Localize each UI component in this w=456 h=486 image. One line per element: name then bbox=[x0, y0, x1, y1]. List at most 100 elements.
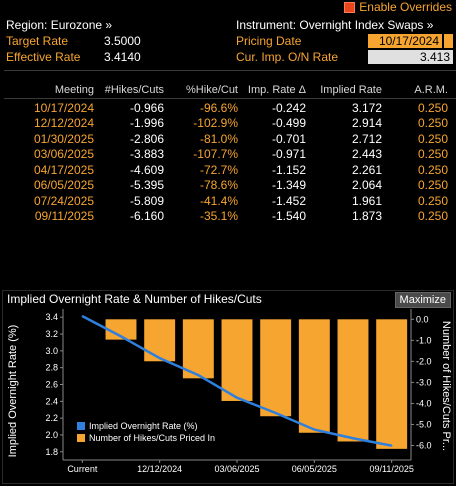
bar bbox=[221, 319, 253, 401]
calendar-icon[interactable] bbox=[443, 34, 453, 48]
meeting-cell: 12/12/2024 bbox=[33, 116, 94, 130]
table-row[interactable]: 12/12/2024 -1.996 -102.9% -0.499 2.914 0.250 bbox=[0, 116, 456, 131]
implied-rate-point bbox=[197, 374, 200, 376]
imp-rate-delta-cell: -1.152 bbox=[271, 162, 306, 177]
x-tick-label: 03/06/2025 bbox=[214, 464, 259, 474]
cur-imp-rate-value: 3.413 bbox=[368, 50, 453, 64]
imp-rate-delta-cell: -0.701 bbox=[271, 131, 306, 146]
pct-hike-cut-cell: -96.6% bbox=[199, 100, 238, 115]
instrument-selector[interactable]: Instrument: Overnight Index Swaps » bbox=[236, 18, 434, 32]
left-tick-label: 2.2 bbox=[45, 413, 58, 423]
pct-hike-cut-cell: -78.6% bbox=[199, 178, 238, 192]
arm-cell: 0.250 bbox=[417, 116, 448, 130]
divider bbox=[4, 70, 456, 71]
legend-box bbox=[73, 418, 235, 444]
right-tick-label: 0.0 bbox=[416, 314, 429, 324]
arm-cell: 0.250 bbox=[417, 178, 448, 192]
region-selector[interactable]: Region: Eurozone » bbox=[6, 18, 113, 32]
table-row[interactable]: 01/30/2025 -2.806 -81.0% -0.701 2.712 0.250 bbox=[0, 131, 456, 146]
implied-rate-cell: 1.873 bbox=[351, 209, 382, 223]
imp-rate-delta-cell: -1.540 bbox=[271, 209, 306, 223]
left-tick-label: 1.8 bbox=[45, 447, 58, 457]
right-tick-label: -4.0 bbox=[416, 398, 432, 408]
pct-hike-cut-cell: -72.7% bbox=[199, 162, 238, 177]
table-row[interactable]: 03/06/2025 -3.883 -107.7% -0.971 2.443 0.250 bbox=[0, 147, 456, 162]
table-row[interactable]: 07/24/2025 -5.809 -41.4% -1.452 1.961 0.250 bbox=[0, 193, 456, 208]
arm-cell: 0.250 bbox=[417, 131, 448, 146]
bar bbox=[182, 319, 214, 379]
imp-rate-delta-cell: -0.242 bbox=[271, 100, 306, 115]
meeting-cell: 10/17/2024 bbox=[33, 100, 94, 115]
target-rate-value: 3.5000 bbox=[104, 34, 141, 48]
meeting-cell: 09/11/2025 bbox=[34, 209, 94, 223]
legend-bar-label: Number of Hikes/Cuts Priced In bbox=[89, 433, 215, 443]
arm-cell: 0.250 bbox=[417, 100, 448, 115]
right-tick-label: -2.0 bbox=[416, 356, 432, 366]
imp-rate-delta-cell: -1.349 bbox=[271, 178, 306, 192]
left-tick-label: 2.0 bbox=[45, 430, 58, 440]
bar bbox=[144, 319, 176, 362]
implied-rate-point bbox=[236, 396, 238, 399]
col-implied-rate[interactable]: Implied Rate bbox=[320, 84, 382, 96]
pricing-date-input[interactable]: 10/17/2024 bbox=[368, 34, 442, 48]
implied-rate-cell: 1.961 bbox=[351, 193, 382, 208]
right-tick-label: -1.0 bbox=[416, 335, 432, 345]
implied-rate-cell: 2.443 bbox=[351, 147, 382, 161]
pct-hike-cut-cell: -107.7% bbox=[193, 147, 238, 161]
hikes-cuts-cell: -5.809 bbox=[129, 193, 164, 208]
right-axis-label: Number of Hikes/Cuts Pr... bbox=[440, 321, 452, 451]
col-imp-rate-delta[interactable]: Imp. Rate Δ bbox=[247, 84, 306, 96]
meeting-cell: 06/05/2025 bbox=[33, 178, 94, 192]
bar bbox=[376, 319, 408, 449]
col-arm[interactable]: A.R.M. bbox=[414, 84, 448, 96]
x-tick-label: 09/11/2025 bbox=[369, 464, 413, 474]
left-tick-label: 3.2 bbox=[45, 329, 58, 339]
left-axis-label: Implied Overnight Rate (%) bbox=[7, 325, 19, 458]
table-row[interactable]: 06/05/2025 -5.395 -78.6% -1.349 2.064 0.250 bbox=[0, 178, 456, 193]
left-tick-label: 2.8 bbox=[45, 363, 58, 373]
right-tick-label: -5.0 bbox=[416, 419, 432, 429]
effective-rate-value: 3.4140 bbox=[104, 50, 141, 64]
header-left: Region: Eurozone » Target Rate 3.5000 Ef… bbox=[6, 17, 164, 65]
col-pct-hike-cut[interactable]: %Hike/Cut bbox=[186, 84, 238, 96]
hikes-cuts-cell: -3.883 bbox=[129, 147, 164, 161]
implied-rate-point bbox=[313, 428, 316, 431]
chart-title: Implied Overnight Rate & Number of Hikes… bbox=[7, 292, 262, 306]
effective-rate-label: Effective Rate bbox=[6, 50, 81, 64]
meeting-cell: 04/17/2025 bbox=[33, 162, 94, 177]
implied-rate-cell: 2.261 bbox=[351, 162, 382, 177]
implied-rate-cell: 2.712 bbox=[351, 131, 382, 146]
implied-rate-point bbox=[352, 437, 354, 440]
cur-imp-rate-label: Cur. Imp. O/N Rate bbox=[236, 50, 339, 64]
enable-overrides-label: Enable Overrides bbox=[359, 0, 452, 14]
hikes-cuts-cell: -2.806 bbox=[129, 131, 164, 146]
pct-hike-cut-cell: -81.0% bbox=[199, 131, 238, 146]
implied-rate-point bbox=[158, 357, 161, 359]
pct-hike-cut-cell: -41.4% bbox=[199, 193, 238, 208]
table-row[interactable]: 09/11/2025 -6.160 -35.1% -1.540 1.873 0.250 bbox=[0, 209, 456, 224]
left-tick-label: 2.4 bbox=[45, 396, 58, 406]
table-header-divider bbox=[4, 98, 456, 99]
implied-rate-cell: 3.172 bbox=[351, 100, 382, 115]
table-header: Meeting #Hikes/Cuts %Hike/Cut Imp. Rate … bbox=[0, 82, 456, 98]
x-tick-label: 06/05/2025 bbox=[292, 464, 337, 474]
checkbox-icon[interactable] bbox=[344, 1, 356, 13]
col-hikes-cuts[interactable]: #Hikes/Cuts bbox=[104, 84, 164, 96]
left-tick-label: 3.0 bbox=[45, 346, 58, 356]
maximize-button[interactable]: Maximize bbox=[394, 292, 451, 308]
meeting-cell: 03/06/2025 bbox=[33, 147, 94, 161]
left-tick-label: 2.6 bbox=[45, 380, 58, 390]
implied-rate-point bbox=[120, 335, 122, 338]
arm-cell: 0.250 bbox=[417, 162, 448, 177]
table-row[interactable]: 04/17/2025 -4.609 -72.7% -1.152 2.261 0.250 bbox=[0, 162, 456, 177]
pct-hike-cut-cell: -35.1% bbox=[199, 209, 238, 223]
x-tick-label: 12/12/2024 bbox=[137, 464, 182, 474]
right-tick-label: -3.0 bbox=[416, 377, 432, 387]
col-meeting[interactable]: Meeting bbox=[54, 84, 94, 96]
hikes-cuts-cell: -6.160 bbox=[129, 209, 164, 223]
bar bbox=[260, 319, 292, 417]
enable-overrides-toggle[interactable]: Enable Overrides bbox=[344, 0, 452, 14]
pricing-date-label: Pricing Date bbox=[236, 34, 302, 48]
hikes-cuts-cell: -4.609 bbox=[129, 162, 164, 177]
table-row[interactable]: 10/17/2024 -0.966 -96.6% -0.242 3.172 0.250 bbox=[0, 100, 456, 115]
